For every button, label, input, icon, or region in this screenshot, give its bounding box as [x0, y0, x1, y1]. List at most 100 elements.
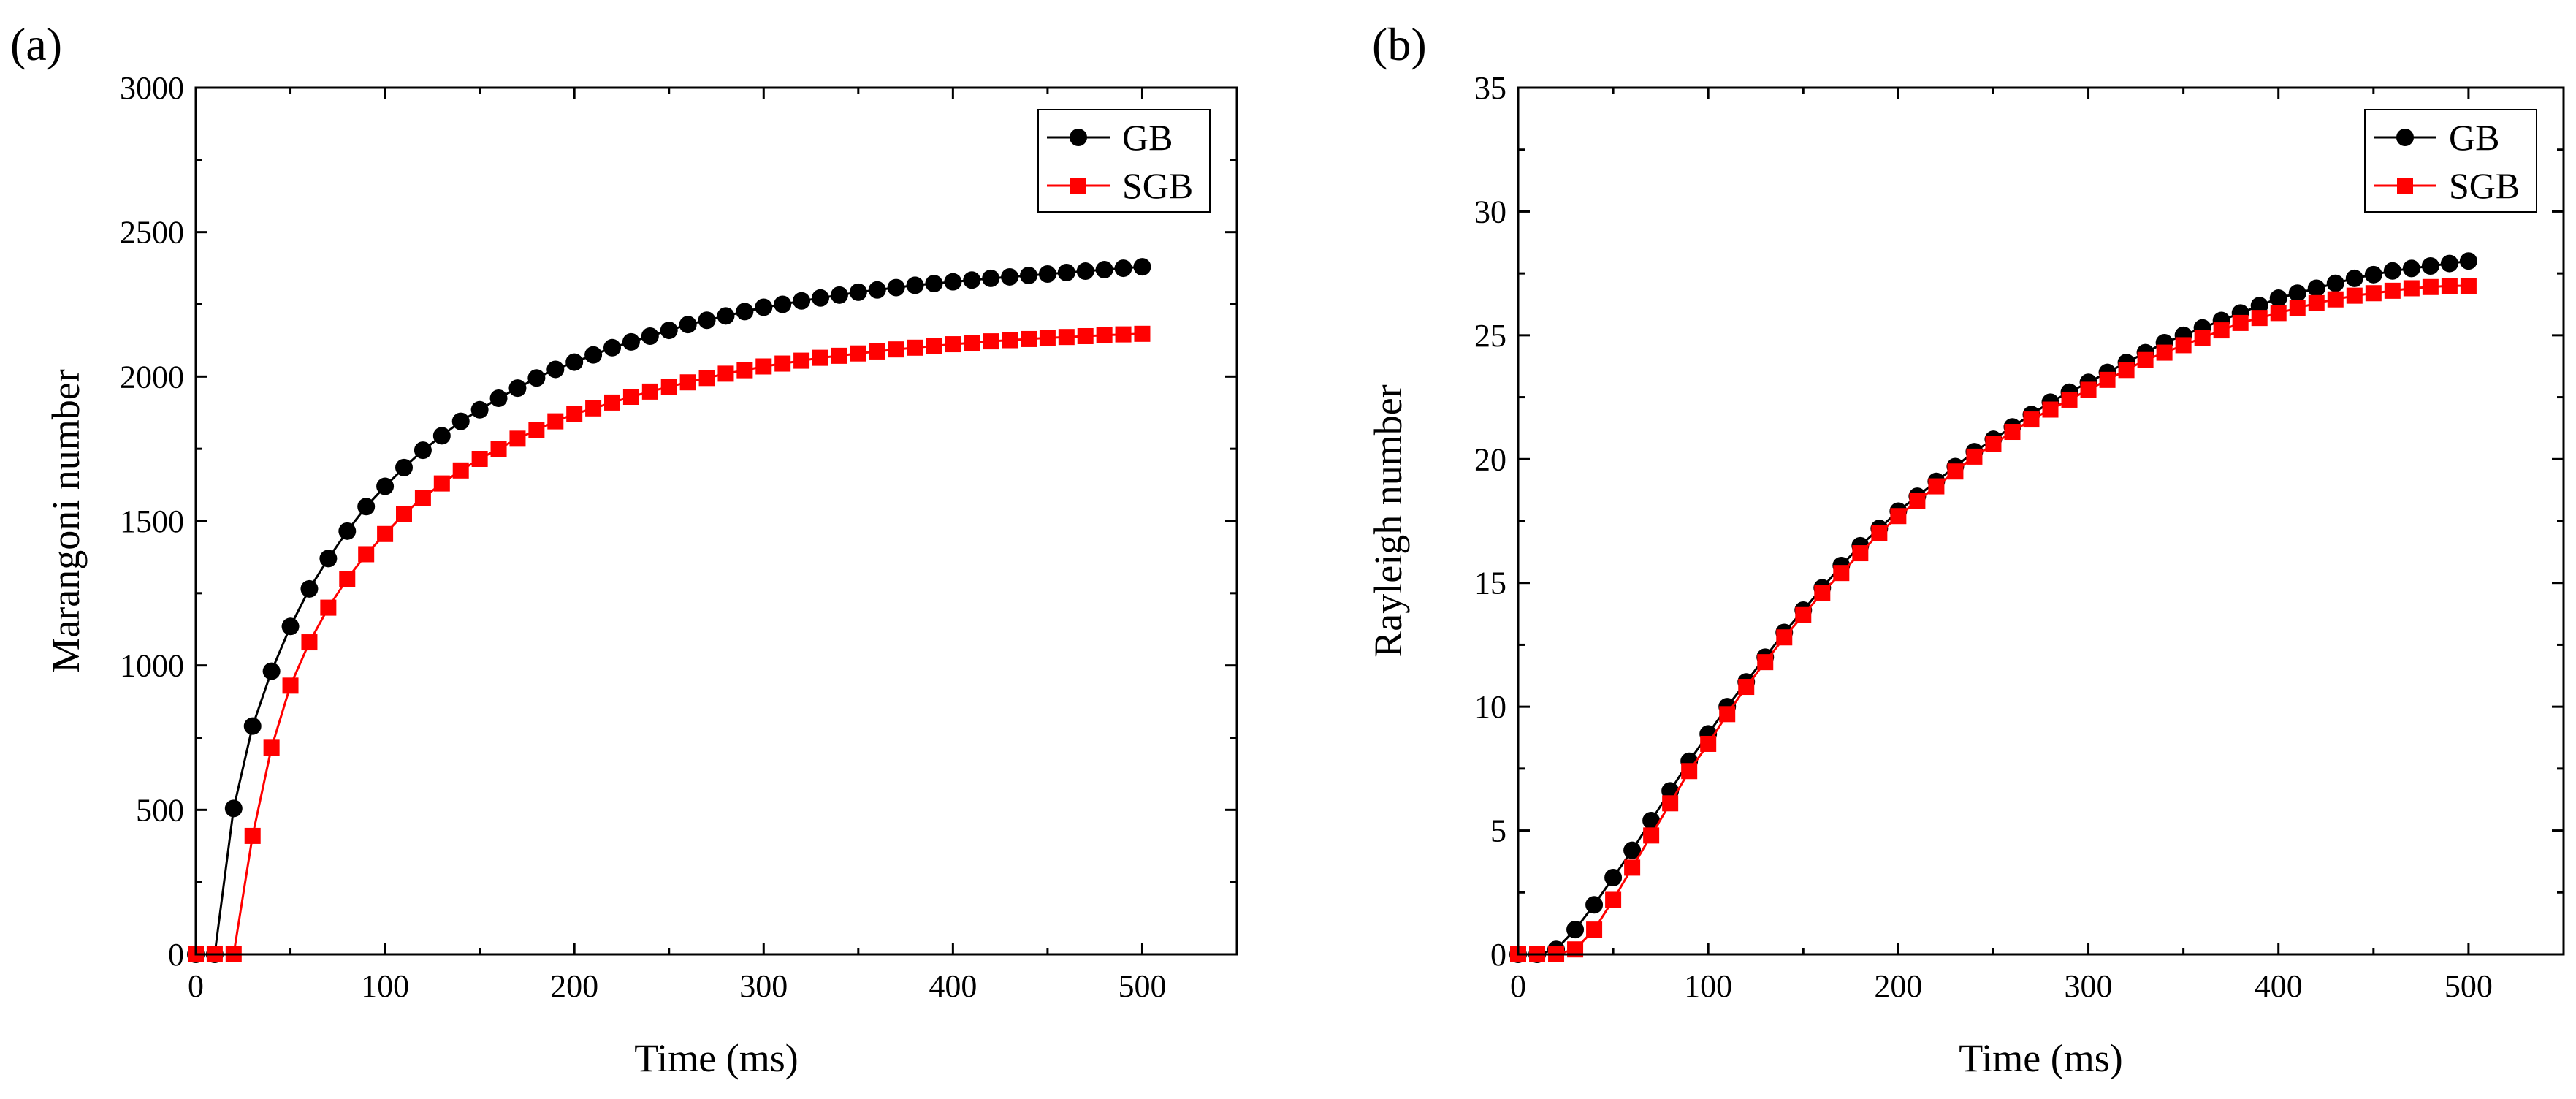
- y-tick-label: 2000: [120, 359, 184, 395]
- data-point-gb: [300, 579, 319, 598]
- data-point-gb: [357, 498, 376, 516]
- data-point-sgb: [433, 475, 450, 492]
- data-point-gb: [887, 278, 905, 297]
- data-point-gb: [1076, 262, 1094, 281]
- data-point-sgb: [698, 370, 715, 387]
- data-point-gb: [660, 322, 678, 340]
- series-line-gb: [1518, 259, 2469, 956]
- data-point-gb: [1623, 841, 1642, 859]
- legend-box: [1037, 109, 1211, 213]
- data-point-sgb: [414, 490, 431, 506]
- series-layer: [1509, 252, 2477, 963]
- data-point-sgb: [983, 333, 999, 350]
- data-point-sgb: [452, 462, 469, 479]
- series-line-gb: [196, 265, 1143, 956]
- data-point-gb: [982, 269, 1000, 287]
- data-point-sgb: [1757, 654, 1774, 671]
- data-point-sgb: [660, 379, 677, 395]
- data-point-sgb: [2289, 300, 2306, 316]
- data-point-sgb: [2118, 362, 2135, 379]
- data-point-gb: [2326, 274, 2344, 292]
- data-point-sgb: [2327, 291, 2344, 308]
- x-tick-label: 300: [739, 968, 788, 1004]
- data-point-sgb: [1643, 827, 1660, 844]
- data-point-sgb: [793, 352, 810, 369]
- y-tick-label: 0: [168, 937, 184, 973]
- y-tick-label: 0: [1490, 937, 1506, 973]
- data-point-sgb: [2403, 280, 2420, 297]
- data-point-gb: [508, 379, 527, 398]
- data-point-sgb: [2422, 278, 2439, 295]
- data-point-gb: [774, 295, 792, 313]
- legend-label-sgb: SGB: [2449, 165, 2520, 206]
- panel-label: (a): [10, 18, 62, 70]
- data-point-gb: [2269, 289, 2287, 308]
- data-point-gb: [698, 311, 716, 330]
- data-point-sgb: [1871, 525, 1888, 541]
- data-point-sgb: [1909, 493, 1926, 509]
- data-point-sgb: [2365, 285, 2382, 302]
- panel-label: (b): [1372, 18, 1427, 70]
- series-line-sgb: [196, 332, 1143, 956]
- y-tick-label: 1500: [120, 503, 184, 539]
- data-point-gb: [1095, 261, 1113, 279]
- data-point-sgb: [566, 406, 583, 422]
- legend: GB SGB: [2364, 109, 2537, 213]
- series-layer: [187, 258, 1151, 963]
- legend-entry-sgb: SGB: [2374, 165, 2520, 206]
- data-point-gb: [1642, 812, 1661, 830]
- data-point-sgb: [377, 525, 394, 542]
- plot-frame: [1517, 86, 2565, 956]
- data-point-gb: [1585, 896, 1604, 914]
- data-point-gb: [1057, 264, 1075, 282]
- y-tick-label: 500: [136, 792, 184, 828]
- data-point-gb: [319, 550, 338, 568]
- data-point-gb: [1038, 265, 1056, 283]
- data-point-gb: [395, 458, 413, 476]
- data-point-sgb: [755, 358, 772, 375]
- data-point-sgb: [604, 394, 620, 411]
- data-point-sgb: [490, 441, 507, 457]
- x-tick-label: 500: [2444, 968, 2493, 1004]
- data-point-sgb: [1814, 585, 1831, 601]
- data-point-sgb: [774, 355, 791, 372]
- data-point-gb: [679, 316, 697, 334]
- x-tick-label: 0: [1510, 968, 1526, 1004]
- data-point-gb: [849, 283, 867, 301]
- data-point-sgb: [2061, 391, 2078, 408]
- data-point-sgb: [2156, 344, 2173, 361]
- data-point-sgb: [1134, 325, 1151, 342]
- y-tick-label: 3000: [120, 70, 184, 106]
- data-point-sgb: [2308, 294, 2325, 311]
- x-tick-label: 300: [2065, 968, 2113, 1004]
- data-point-sgb: [1738, 679, 1755, 696]
- data-point-gb: [2307, 279, 2325, 297]
- data-point-sgb: [2232, 314, 2249, 331]
- x-axis-title: Time (ms): [634, 1036, 799, 1080]
- data-point-gb: [812, 289, 829, 307]
- data-point-sgb: [679, 374, 696, 391]
- data-point-sgb: [888, 341, 904, 358]
- data-point-sgb: [1700, 735, 1717, 752]
- data-point-gb: [2383, 262, 2401, 280]
- y-tick-label: 30: [1474, 194, 1506, 229]
- data-point-sgb: [1096, 327, 1113, 343]
- data-point-gb: [489, 389, 508, 407]
- y-tick-label: 35: [1474, 70, 1506, 106]
- x-tick-label: 100: [1684, 968, 1732, 1004]
- y-tick-label: 15: [1474, 566, 1506, 601]
- data-point-sgb: [1890, 508, 1907, 525]
- data-point-sgb: [244, 827, 261, 844]
- x-axis-title: Time (ms): [1959, 1036, 2123, 1080]
- data-point-sgb: [1586, 921, 1603, 938]
- legend-entry-gb: GB: [1047, 117, 1173, 158]
- data-point-gb: [2421, 256, 2439, 275]
- data-point-sgb: [2460, 278, 2477, 294]
- data-point-sgb: [1833, 565, 1850, 582]
- data-point-sgb: [1039, 330, 1056, 346]
- data-point-gb: [527, 369, 546, 387]
- data-point-sgb: [1021, 330, 1037, 347]
- data-point-sgb: [1077, 327, 1094, 344]
- panel-a: (a) 0 100 200 300 400 500 0 500 1000 1500 2000 2500…: [10, 18, 1238, 1080]
